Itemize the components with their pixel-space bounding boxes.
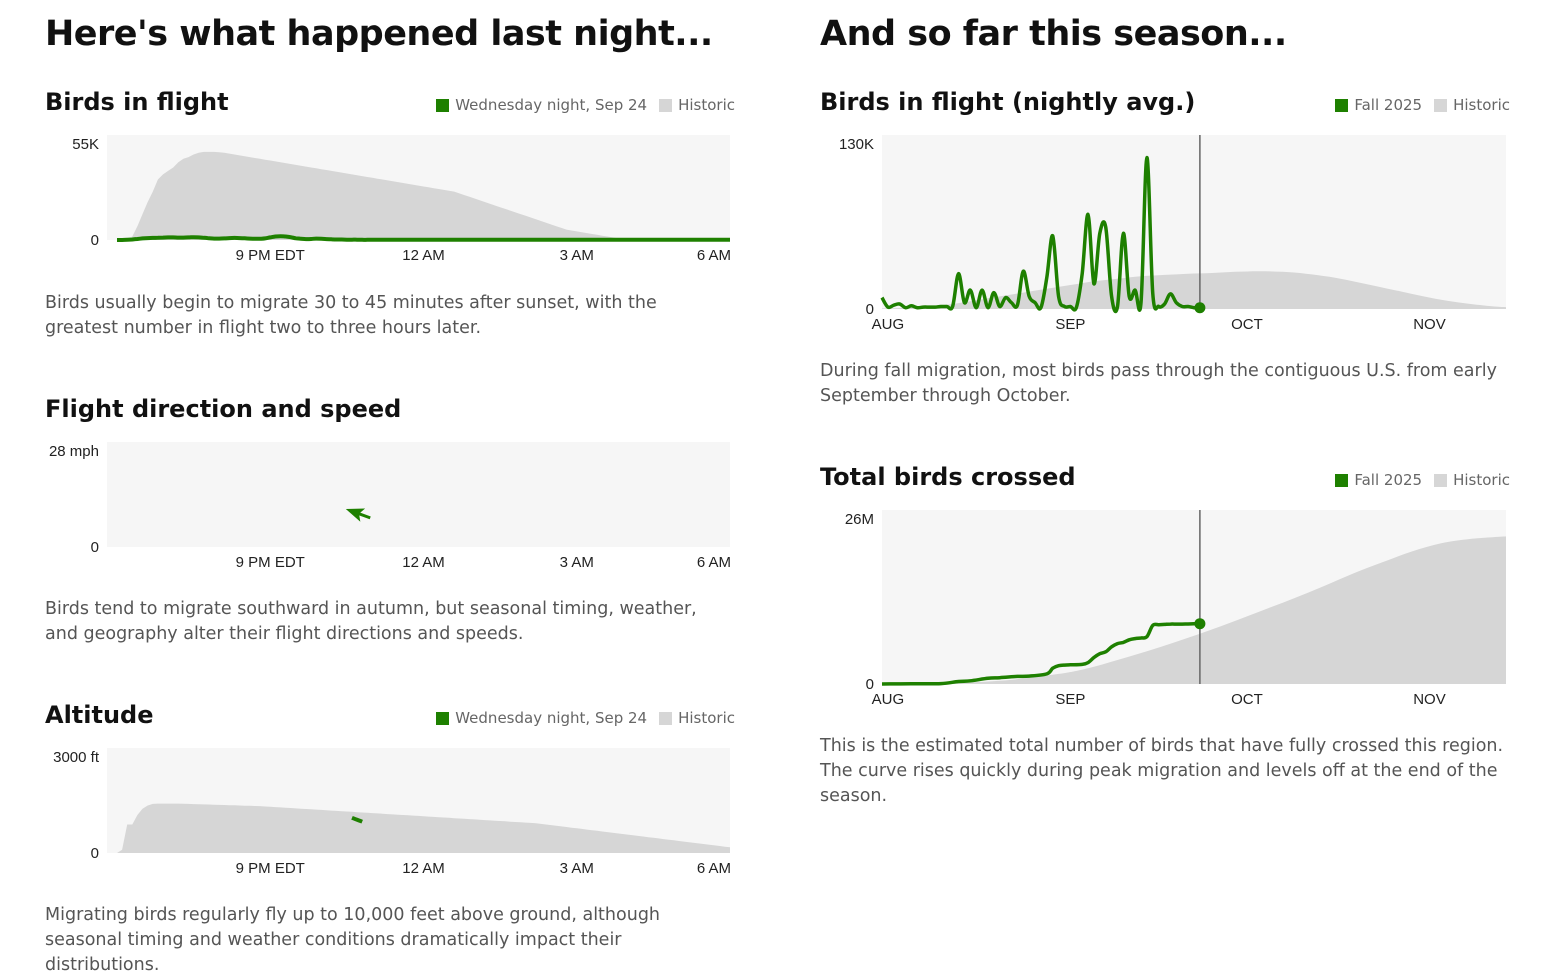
x-tick-label: OCT	[1231, 691, 1263, 708]
legend-item-historic: Historic	[1434, 471, 1510, 489]
y-tick-label-zero: 0	[91, 232, 99, 249]
arrow-shaft	[352, 510, 371, 520]
legend-item-current: Fall 2025	[1335, 471, 1422, 489]
left-heading: Here's what happened last night...	[45, 14, 713, 54]
x-tick-label: 6 AM	[697, 860, 731, 877]
historic-area	[882, 536, 1506, 684]
total-section: Total birds crossed Fall 2025 Historic 2…	[820, 463, 1510, 806]
x-tick-label: AUG	[872, 691, 905, 708]
legend-label-historic: Historic	[1453, 96, 1510, 114]
y-tick-label-zero: 0	[91, 539, 99, 556]
plot-background	[107, 442, 730, 547]
total-legend: Fall 2025 Historic	[1335, 471, 1510, 489]
total-title: Total birds crossed	[820, 463, 1076, 491]
total-chart: 26M 0 AUG SEP OCT NOV	[820, 509, 1510, 713]
y-tick-label-max: 26M	[845, 511, 874, 528]
x-tick-label: NOV	[1413, 691, 1446, 708]
historic-area	[882, 271, 1506, 309]
x-tick-label: 3 AM	[560, 554, 594, 571]
altitude-legend: Wednesday night, Sep 24 Historic	[436, 709, 735, 727]
flight-caption: Birds usually begin to migrate 30 to 45 …	[45, 293, 657, 338]
altitude-section: Altitude Wednesday night, Sep 24 Histori…	[45, 701, 735, 975]
y-tick-label-max: 55K	[72, 136, 99, 153]
legend-item-current: Wednesday night, Sep 24	[436, 709, 647, 727]
legend-item-historic: Historic	[659, 709, 735, 727]
current-value-dot	[1194, 618, 1206, 630]
y-tick-label-zero: 0	[866, 676, 874, 693]
right-heading: And so far this season...	[820, 14, 1287, 54]
legend-label-historic: Historic	[678, 96, 735, 114]
legend-label-current: Wednesday night, Sep 24	[455, 709, 648, 727]
legend-item-current: Fall 2025	[1335, 96, 1422, 114]
x-tick-label: 3 AM	[560, 247, 594, 264]
current-value-dot	[1194, 302, 1206, 314]
fall-2025-line	[880, 155, 1200, 314]
y-tick-label-max: 130K	[839, 136, 874, 153]
y-tick-label-max: 28 mph	[49, 443, 99, 460]
nightly-section: Birds in flight (nightly avg.) Fall 2025…	[820, 88, 1510, 418]
historic-area	[117, 151, 730, 240]
altitude-caption: Migrating birds regularly fly up to 10,0…	[45, 905, 661, 975]
x-tick-label: SEP	[1055, 691, 1085, 708]
x-tick-label: 9 PM EDT	[236, 247, 305, 264]
x-tick-label: 12 AM	[402, 860, 445, 877]
y-tick-label-max: 3000 ft	[53, 749, 100, 766]
legend-item-current: Wednesday night, Sep 24	[436, 96, 647, 114]
altitude-chart: 3000 ft 0 9 PM EDT 12 AM 3 AM 6 AM	[45, 747, 735, 881]
legend-swatch-current	[436, 98, 450, 112]
direction-chart: 28 mph 0 9 PM EDT 12 AM 3 AM 6 AM	[45, 441, 735, 575]
x-tick-label: SEP	[1055, 316, 1085, 333]
legend-label-historic: Historic	[1453, 471, 1510, 489]
legend-swatch-current	[436, 711, 450, 725]
legend-swatch-historic	[659, 711, 673, 725]
legend-swatch-historic	[1434, 98, 1448, 112]
nightly-title: Birds in flight (nightly avg.)	[820, 88, 1196, 116]
fall-2025-line	[881, 621, 1200, 686]
legend-item-historic: Historic	[1434, 96, 1510, 114]
legend-label-current: Fall 2025	[1354, 471, 1423, 489]
x-tick-label: 9 PM EDT	[236, 554, 305, 571]
x-tick-label: 3 AM	[560, 860, 594, 877]
x-tick-label: 6 AM	[697, 554, 731, 571]
nightly-legend: Fall 2025 Historic	[1335, 96, 1510, 114]
arrow-head	[345, 508, 366, 522]
direction-chart-svg: 28 mph 0 9 PM EDT 12 AM 3 AM 6 AM	[49, 442, 731, 571]
x-tick-label: NOV	[1413, 316, 1446, 333]
nightly-chart: 130K 0 AUG SEP OCT NOV	[820, 134, 1510, 338]
legend-label-current: Wednesday night, Sep 24	[455, 96, 648, 114]
altitude-title: Altitude	[45, 701, 154, 729]
legend-label-current: Fall 2025	[1354, 96, 1423, 114]
flight-title: Birds in flight	[45, 88, 229, 116]
flight-legend: Wednesday night, Sep 24 Historic	[436, 96, 735, 114]
legend-swatch-historic	[659, 98, 673, 112]
x-tick-label: 9 PM EDT	[236, 860, 305, 877]
current-night-line	[117, 234, 730, 242]
flight-chart: 55K 0 9 PM EDT 12 AM 3 AM 6 AM	[45, 134, 735, 268]
y-tick-label-zero: 0	[866, 301, 874, 318]
x-tick-label: 12 AM	[402, 247, 445, 264]
x-tick-label: 12 AM	[402, 554, 445, 571]
direction-caption: Birds tend to migrate southward in autum…	[45, 599, 697, 644]
nightly-caption: During fall migration, most birds pass t…	[820, 361, 1497, 406]
wind-arrow-icon	[345, 508, 371, 522]
legend-swatch-historic	[1434, 473, 1448, 487]
direction-section: Flight direction and speed 28 mph 0 9 PM E…	[45, 395, 735, 655]
altitude-chart-svg: 3000 ft 0 9 PM EDT 12 AM 3 AM 6 AM	[53, 748, 731, 877]
direction-title: Flight direction and speed	[45, 395, 402, 423]
legend-item-historic: Historic	[659, 96, 735, 114]
x-tick-label: OCT	[1231, 316, 1263, 333]
flight-chart-svg: 55K 0 9 PM EDT 12 AM 3 AM 6 AM	[72, 135, 731, 264]
current-night-line	[351, 815, 363, 824]
total-caption: This is the estimated total number of bi…	[820, 736, 1504, 806]
x-tick-label: AUG	[872, 316, 905, 333]
x-tick-label: 6 AM	[697, 247, 731, 264]
flight-section: Birds in flight Wednesday night, Sep 24 …	[45, 88, 735, 348]
legend-swatch-current	[1335, 98, 1349, 112]
y-tick-label-zero: 0	[91, 845, 99, 862]
historic-area	[117, 803, 730, 853]
legend-label-historic: Historic	[678, 709, 735, 727]
legend-swatch-current	[1335, 473, 1349, 487]
